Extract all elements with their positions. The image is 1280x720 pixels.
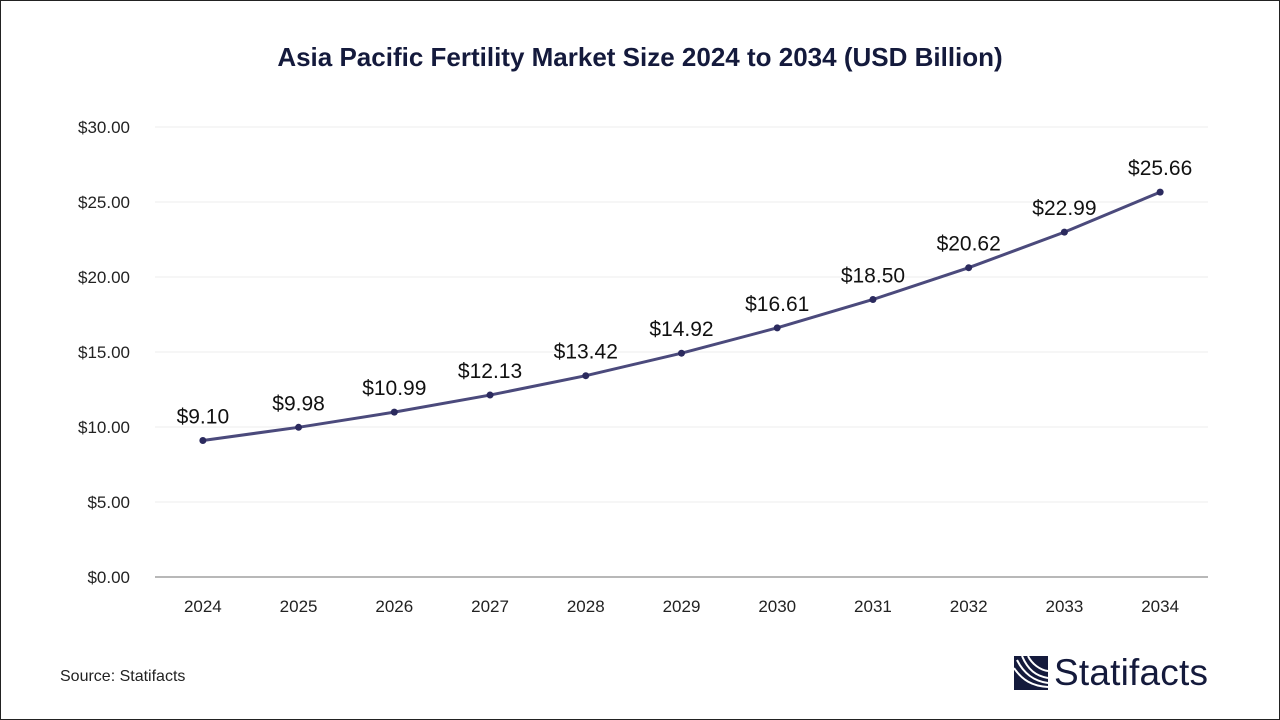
data-label: $14.92 (649, 318, 713, 341)
data-label: $20.62 (937, 233, 1001, 256)
data-label: $22.99 (1032, 197, 1096, 220)
statifacts-logo: Statifacts (1014, 652, 1208, 694)
data-point (965, 264, 973, 272)
data-label: $13.42 (554, 341, 618, 364)
x-tick-label: 2028 (567, 597, 605, 616)
data-label: $10.99 (362, 377, 426, 400)
x-tick-label: 2025 (280, 597, 318, 616)
y-tick-label: $10.00 (78, 418, 130, 437)
data-label: $9.10 (177, 406, 230, 429)
data-point (869, 296, 877, 303)
x-tick-label: 2024 (184, 597, 222, 616)
x-tick-label: 2032 (950, 597, 988, 616)
x-tick-label: 2034 (1141, 597, 1179, 616)
x-tick-label: 2030 (758, 597, 796, 616)
data-point (486, 391, 494, 399)
data-point (199, 437, 207, 444)
x-tick-label: 2031 (854, 597, 892, 616)
y-tick-label: $5.00 (87, 493, 130, 512)
data-point (773, 324, 781, 332)
y-tick-label: $25.00 (78, 193, 130, 212)
data-label: $12.13 (458, 360, 522, 383)
data-label: $16.61 (745, 293, 809, 316)
chart-title: Asia Pacific Fertility Market Size 2024 … (277, 42, 1003, 72)
data-label: $9.98 (272, 392, 325, 415)
x-tick-label: 2033 (1045, 597, 1083, 616)
y-tick-label: $20.00 (78, 268, 130, 287)
x-tick-label: 2027 (471, 597, 509, 616)
statifacts-logo-icon (1014, 656, 1048, 690)
source-note: Source: Statifacts (60, 668, 186, 685)
x-tick-label: 2026 (375, 597, 413, 616)
series-line (202, 190, 1161, 442)
logo-text: Statifacts (1054, 652, 1209, 693)
y-tick-label: $0.00 (87, 568, 130, 587)
x-tick-label: 2029 (663, 597, 701, 616)
data-point (582, 372, 590, 380)
data-point (1060, 228, 1068, 236)
data-label: $18.50 (841, 265, 905, 288)
data-point (1156, 188, 1164, 196)
data-point (390, 408, 398, 416)
y-tick-label: $30.00 (78, 118, 130, 137)
data-label: $25.66 (1128, 157, 1192, 180)
data-point (295, 423, 303, 431)
y-tick-label: $15.00 (78, 343, 130, 362)
data-point (678, 349, 685, 357)
